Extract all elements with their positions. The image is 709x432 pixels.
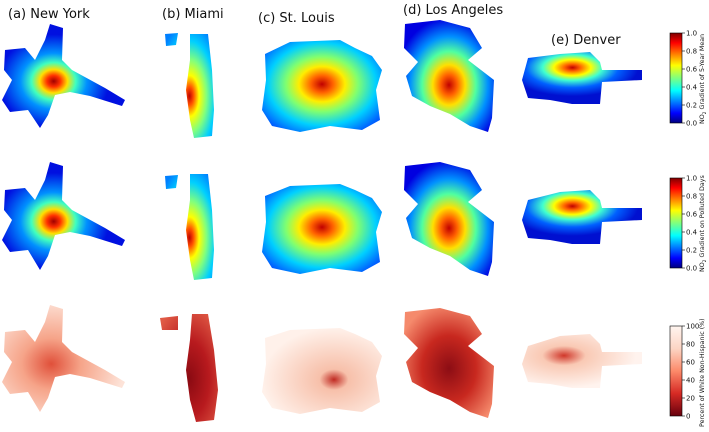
map-st-louis-no2-polluted bbox=[262, 184, 382, 274]
colorbar-3-bar bbox=[669, 325, 683, 417]
map-los-angeles-race bbox=[404, 308, 494, 418]
colorbar-3-tick-label: 60 bbox=[686, 358, 695, 366]
map-row-1 bbox=[2, 20, 642, 138]
colorbar-2-tick-label: 0.0 bbox=[686, 264, 697, 272]
map-miami-no2-polluted bbox=[165, 174, 214, 280]
colorbar-2-tick-label: 0.8 bbox=[686, 192, 697, 200]
colorbar-2: 1.0 0.8 0.6 0.4 0.2 0.0 NO2 Gradient on Pollu… bbox=[669, 174, 708, 272]
colorbar-1-tick-label: 1.0 bbox=[686, 29, 697, 37]
map-st-louis-race bbox=[262, 328, 382, 414]
panel-title-new-york: (a) New York bbox=[8, 7, 90, 22]
map-miami-race bbox=[160, 314, 218, 422]
colorbar-3-tick-label: 20 bbox=[686, 394, 695, 402]
colorbar-3-tick-label: 80 bbox=[686, 340, 695, 348]
map-denver-no2-polluted bbox=[522, 190, 642, 244]
colorbar-3: 100 80 60 40 20 0 Percent of White Non-Hispan… bbox=[669, 318, 706, 427]
colorbar-3-tick-label: 40 bbox=[686, 376, 695, 384]
map-new-york-no2-mean bbox=[2, 24, 125, 128]
map-new-york-no2-polluted bbox=[2, 162, 125, 270]
colorbar-1: 1.0 0.8 0.6 0.4 0.2 0.0 NO2 Gradient of 5-Yea… bbox=[669, 29, 708, 127]
panel-title-denver: (e) Denver bbox=[551, 33, 621, 48]
map-row-2 bbox=[2, 162, 642, 280]
map-st-louis-no2-mean bbox=[262, 40, 382, 132]
colorbar-2-tick-label: 0.4 bbox=[686, 228, 698, 236]
colorbar-2-bar bbox=[669, 177, 683, 269]
colorbar-3-tick-label: 100 bbox=[686, 322, 699, 330]
panel-title-miami: (b) Miami bbox=[162, 7, 224, 22]
colorbar-1-tick-label: 0.4 bbox=[686, 83, 698, 91]
panel-title-st-louis: (c) St. Louis bbox=[258, 11, 335, 26]
colorbar-2-tick-label: 1.0 bbox=[686, 174, 697, 182]
map-row-3 bbox=[2, 305, 642, 422]
map-miami-no2-mean bbox=[165, 33, 214, 138]
colorbar-2-tick-label: 0.2 bbox=[686, 246, 697, 254]
map-denver-no2-mean bbox=[522, 52, 642, 104]
colorbar-1-tick-label: 0.8 bbox=[686, 47, 697, 55]
colorbar-1-tick-label: 0.6 bbox=[686, 65, 698, 73]
colorbar-3-label: Percent of White Non-Hispanic (%) bbox=[699, 318, 706, 427]
colorbar-1-label: NO2 Gradient of 5-Year Mean bbox=[699, 34, 708, 124]
map-los-angeles-no2-polluted bbox=[404, 162, 494, 276]
colorbar-2-label: NO2 Gradient on Polluted Days bbox=[699, 175, 708, 272]
map-los-angeles-no2-mean bbox=[404, 20, 494, 132]
colorbar-3-tick-label: 0 bbox=[686, 412, 690, 420]
colorbar-1-tick-label: 0.0 bbox=[686, 119, 697, 127]
map-new-york-race bbox=[2, 305, 125, 412]
colorbar-1-tick-label: 0.2 bbox=[686, 101, 697, 109]
colorbar-2-tick-label: 0.6 bbox=[686, 210, 698, 218]
colorbar-1-bar bbox=[669, 32, 683, 124]
panel-title-los-angeles: (d) Los Angeles bbox=[403, 3, 503, 18]
map-denver-race bbox=[522, 334, 642, 388]
